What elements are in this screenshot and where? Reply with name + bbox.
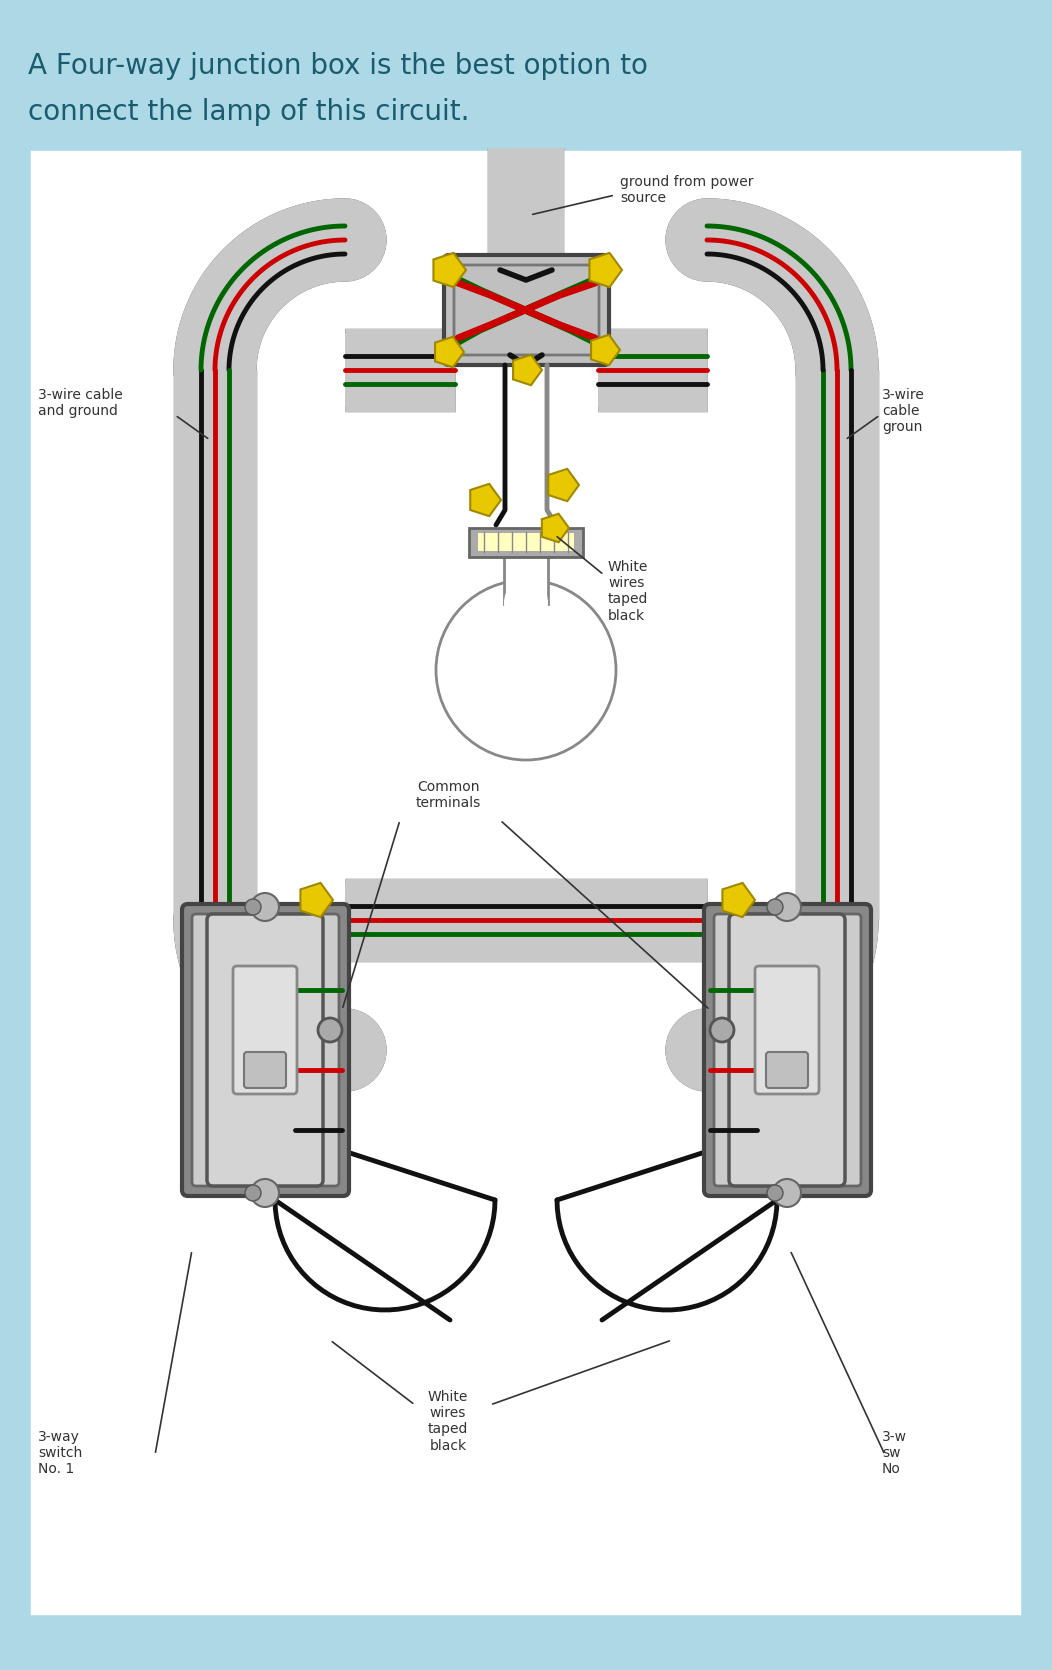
FancyBboxPatch shape	[232, 965, 297, 1094]
Text: 3-wire
cable
groun: 3-wire cable groun	[882, 387, 925, 434]
Text: connect the lamp of this circuit.: connect the lamp of this circuit.	[28, 99, 469, 125]
Circle shape	[773, 893, 801, 920]
FancyBboxPatch shape	[478, 533, 574, 551]
Circle shape	[245, 1186, 261, 1201]
Circle shape	[251, 1179, 279, 1207]
FancyBboxPatch shape	[469, 528, 583, 558]
FancyBboxPatch shape	[755, 965, 820, 1094]
Circle shape	[245, 898, 261, 915]
Text: A Four-way junction box is the best option to: A Four-way junction box is the best opti…	[28, 52, 648, 80]
Text: White
wires
taped
black: White wires taped black	[428, 1389, 468, 1453]
Text: 3-way
switch
No. 1: 3-way switch No. 1	[38, 1430, 82, 1476]
Text: ground from power
source: ground from power source	[620, 175, 753, 205]
FancyBboxPatch shape	[207, 913, 323, 1186]
FancyBboxPatch shape	[729, 913, 845, 1186]
FancyBboxPatch shape	[714, 913, 861, 1186]
Circle shape	[436, 579, 616, 760]
Text: 3-w
sw
No: 3-w sw No	[882, 1430, 907, 1476]
FancyBboxPatch shape	[766, 1052, 808, 1087]
FancyBboxPatch shape	[182, 903, 349, 1196]
Circle shape	[318, 1019, 342, 1042]
FancyBboxPatch shape	[704, 903, 871, 1196]
FancyBboxPatch shape	[193, 913, 339, 1186]
Circle shape	[710, 1019, 734, 1042]
Circle shape	[767, 1186, 783, 1201]
Text: White
wires
taped
black: White wires taped black	[608, 559, 648, 623]
FancyBboxPatch shape	[244, 1052, 286, 1087]
Circle shape	[773, 1179, 801, 1207]
FancyBboxPatch shape	[28, 149, 1024, 1618]
Text: 3-wire cable
and ground: 3-wire cable and ground	[38, 387, 123, 418]
Circle shape	[251, 893, 279, 920]
FancyBboxPatch shape	[444, 256, 609, 366]
FancyBboxPatch shape	[0, 0, 1052, 149]
Ellipse shape	[504, 578, 548, 628]
Circle shape	[767, 898, 783, 915]
FancyBboxPatch shape	[504, 554, 548, 605]
Text: Common
terminals: Common terminals	[416, 780, 481, 810]
